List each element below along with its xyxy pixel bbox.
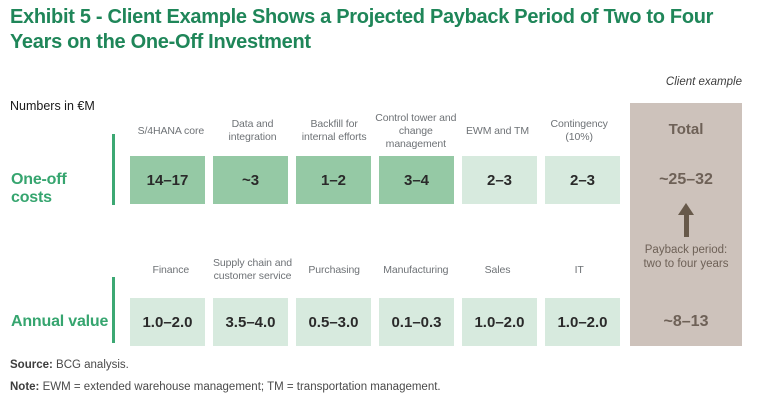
value-box: 1.0–2.0 [462, 298, 537, 346]
source-label: Source: [10, 359, 53, 371]
value-box: 1.0–2.0 [545, 298, 620, 346]
note-label: Note: [10, 381, 40, 393]
arrow-head [678, 203, 694, 215]
page-title: Exhibit 5 - Client Example Shows a Proje… [10, 6, 714, 53]
row-divider-rule [112, 134, 115, 205]
total-column-header: Total [668, 121, 704, 138]
total-one-off-costs: ~25–32 [659, 171, 713, 188]
source-line: Source: BCG analysis. [10, 359, 129, 371]
column-header: Data and integration [228, 118, 277, 143]
value-box: 2–3 [462, 156, 537, 204]
total-column: Total ~25–32 Payback period: two to four… [630, 103, 742, 346]
value-box: 1.0–2.0 [130, 298, 205, 346]
total-annual-value: ~8–13 [663, 313, 709, 330]
column-header: Control tower and change management [375, 111, 457, 150]
column-header: Purchasing [308, 263, 360, 276]
context-tag: Client example [665, 76, 742, 88]
column-header: IT [574, 263, 584, 276]
column-header: Manufacturing [383, 263, 449, 276]
source-text: BCG analysis. [52, 359, 129, 371]
value-box: ~3 [213, 156, 288, 204]
value-box: 3.5–4.0 [213, 298, 288, 346]
value-box: 0.5–3.0 [296, 298, 371, 346]
value-boxes: 14–17 ~3 1–2 3–4 2–3 2–3 [130, 156, 620, 204]
row-label-one-off-costs: One-off costs [11, 171, 67, 206]
column-header: EWM and TM [465, 124, 529, 137]
value-boxes: 1.0–2.0 3.5–4.0 0.5–3.0 0.1–0.3 1.0–2.0 1.0–2… [130, 298, 620, 346]
column-header: Contingency (10%) [550, 118, 608, 143]
column-header: Supply chain and customer service [213, 257, 292, 282]
column-headers: Finance Supply chain and customer service… [130, 246, 620, 294]
column-header: Backfill for internal efforts [301, 118, 367, 143]
units-label: Numbers in €M [10, 99, 95, 113]
row-divider-rule [112, 277, 115, 343]
value-box: 1–2 [296, 156, 371, 204]
value-box: 2–3 [545, 156, 620, 204]
column-header: S/4HANA core [137, 124, 205, 137]
column-headers: S/4HANA core Data and integration Backfill… [130, 108, 620, 154]
arrow-shaft [683, 215, 689, 237]
column-header: Sales [484, 263, 511, 276]
note-line: Note: EWM = extended warehouse managemen… [10, 381, 441, 393]
column-header: Finance [152, 263, 190, 276]
value-box: 14–17 [130, 156, 205, 204]
value-box: 0.1–0.3 [379, 298, 454, 346]
arrow-up-icon [678, 203, 694, 237]
row-label-annual-value: Annual value [11, 313, 109, 330]
note-text: EWM = extended warehouse management; TM … [39, 381, 441, 393]
payback-period-annotation: Payback period: two to four years [643, 244, 729, 270]
value-box: 3–4 [379, 156, 454, 204]
